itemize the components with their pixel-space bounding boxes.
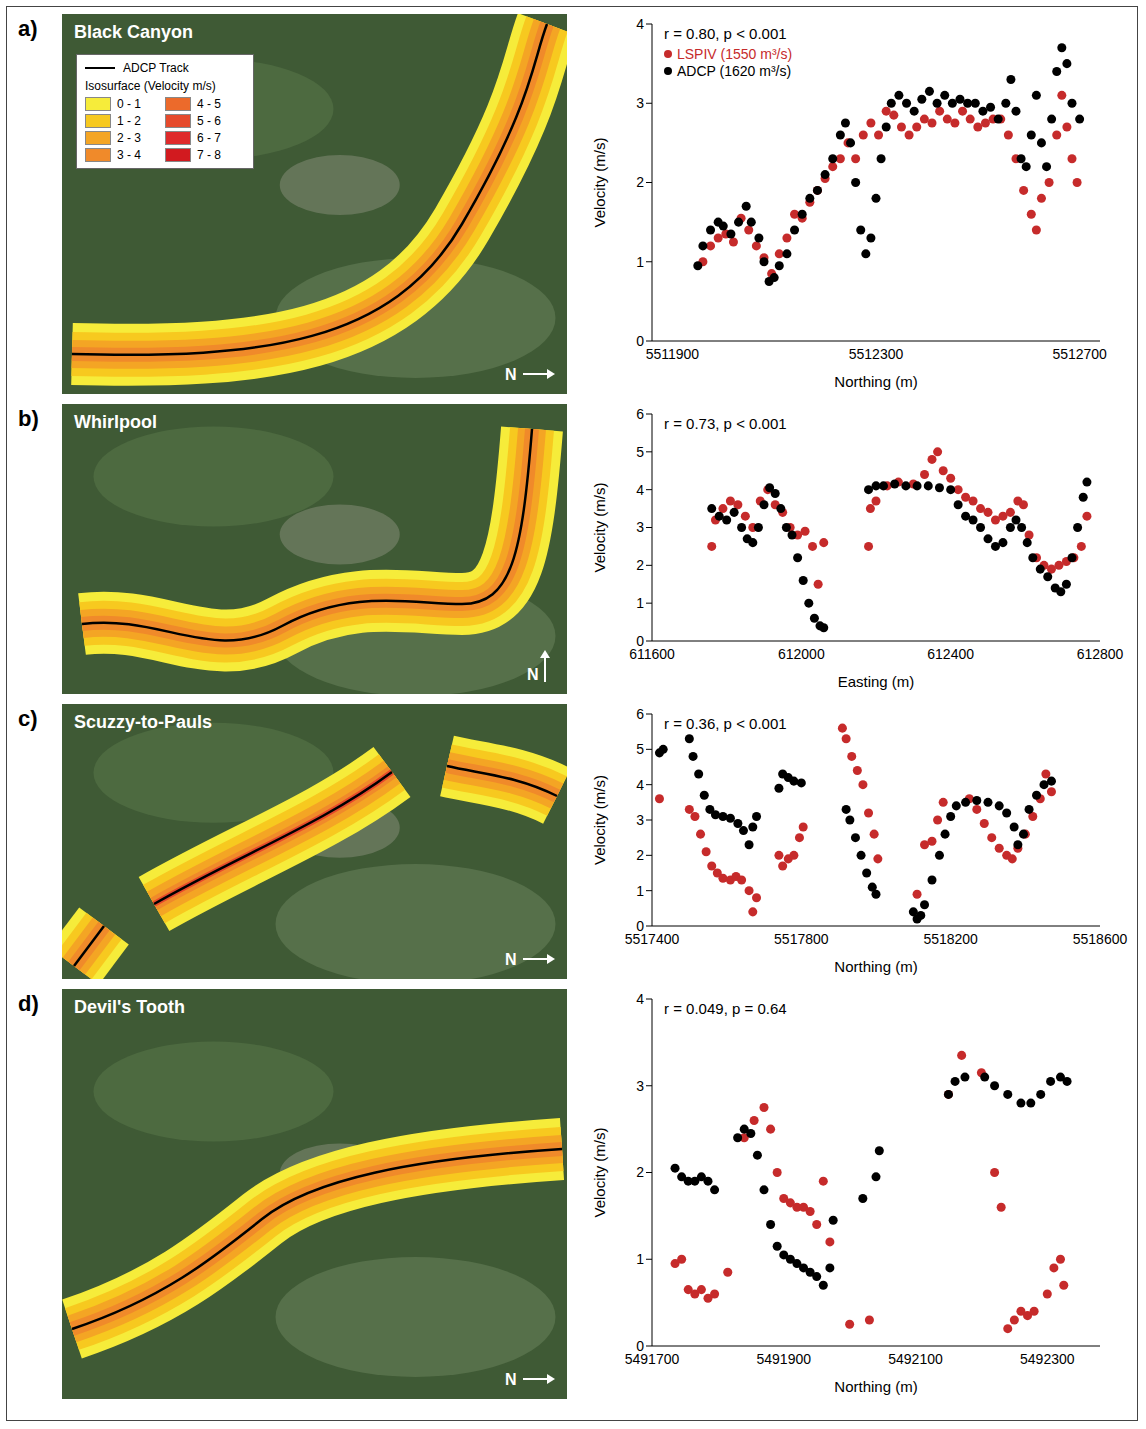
svg-text:5: 5 xyxy=(636,741,644,757)
html-text:r = 0.36, p < 0.001: r = 0.36, p < 0.001 xyxy=(664,715,787,732)
html-text:Scuzzy-to-Pauls: Scuzzy-to-Pauls xyxy=(74,712,212,732)
svg-text:3: 3 xyxy=(636,519,644,535)
html-text:r = 0.80, p < 0.001: r = 0.80, p < 0.001 xyxy=(664,25,787,42)
svg-text:612800: 612800 xyxy=(1077,646,1124,662)
html-text:Whirlpool: Whirlpool xyxy=(74,412,157,432)
svg-text:Easting (m): Easting (m) xyxy=(838,673,915,690)
svg-text:1: 1 xyxy=(636,595,644,611)
svg-text:N: N xyxy=(527,666,539,683)
svg-text:3: 3 xyxy=(636,1078,644,1094)
html-text:LSPIV (1550 m³/s): LSPIV (1550 m³/s) xyxy=(677,46,793,62)
html-text:0 - 1: 0 - 1 xyxy=(117,97,141,111)
svg-text:612400: 612400 xyxy=(927,646,974,662)
html-text:4 - 5: 4 - 5 xyxy=(197,97,221,111)
html-text:Devil's Tooth: Devil's Tooth xyxy=(74,997,185,1017)
svg-text:3: 3 xyxy=(636,95,644,111)
html-text:Black Canyon: Black Canyon xyxy=(74,22,193,42)
html-text:ADCP Track: ADCP Track xyxy=(123,61,189,75)
svg-text:6: 6 xyxy=(636,706,644,722)
html-text:r = 0.73, p < 0.001: r = 0.73, p < 0.001 xyxy=(664,415,787,432)
svg-text:Velocity (m/s): Velocity (m/s) xyxy=(591,775,608,865)
html-text:ADCP (1620 m³/s): ADCP (1620 m³/s) xyxy=(677,63,792,79)
svg-text:0: 0 xyxy=(636,633,644,649)
html-text:r = 0.049, p = 0.64: r = 0.049, p = 0.64 xyxy=(664,1000,787,1017)
svg-text:612000: 612000 xyxy=(778,646,825,662)
svg-text:Velocity (m/s): Velocity (m/s) xyxy=(591,482,608,572)
svg-text:5491700: 5491700 xyxy=(625,1351,680,1367)
svg-text:2: 2 xyxy=(636,174,644,190)
html-text:a): a) xyxy=(18,16,38,41)
html-text:5 - 6: 5 - 6 xyxy=(197,114,221,128)
svg-text:5491900: 5491900 xyxy=(757,1351,812,1367)
svg-text:4: 4 xyxy=(636,482,644,498)
html-text:1 - 2: 1 - 2 xyxy=(117,114,141,128)
svg-text:Velocity (m/s): Velocity (m/s) xyxy=(591,137,608,227)
svg-text:4: 4 xyxy=(636,16,644,32)
svg-text:5512300: 5512300 xyxy=(849,346,904,362)
svg-text:4: 4 xyxy=(636,777,644,793)
svg-text:N: N xyxy=(505,366,517,383)
svg-text:N: N xyxy=(505,951,517,968)
svg-text:5517400: 5517400 xyxy=(625,931,680,947)
svg-text:5511900: 5511900 xyxy=(646,346,700,362)
svg-text:Velocity (m/s): Velocity (m/s) xyxy=(591,1127,608,1217)
svg-text:6: 6 xyxy=(636,406,644,422)
html-text:6 - 7: 6 - 7 xyxy=(197,131,221,145)
svg-text:1: 1 xyxy=(636,254,644,270)
svg-text:1: 1 xyxy=(636,1251,644,1267)
svg-text:N: N xyxy=(505,1371,517,1388)
svg-text:2: 2 xyxy=(636,557,644,573)
svg-text:3: 3 xyxy=(636,812,644,828)
svg-text:5: 5 xyxy=(636,444,644,460)
svg-text:5518600: 5518600 xyxy=(1073,931,1128,947)
html-text:b): b) xyxy=(18,406,39,431)
svg-text:2: 2 xyxy=(636,1164,644,1180)
svg-text:2: 2 xyxy=(636,847,644,863)
svg-text:Northing (m): Northing (m) xyxy=(834,1378,917,1395)
svg-text:5492300: 5492300 xyxy=(1020,1351,1075,1367)
svg-text:0: 0 xyxy=(636,918,644,934)
html-text:7 - 8: 7 - 8 xyxy=(197,148,221,162)
svg-text:Northing (m): Northing (m) xyxy=(834,958,917,975)
svg-text:5512700: 5512700 xyxy=(1052,346,1107,362)
svg-text:0: 0 xyxy=(636,333,644,349)
svg-text:611600: 611600 xyxy=(629,645,675,662)
svg-text:0: 0 xyxy=(636,1338,644,1354)
html-text:Isosurface (Velocity m/s): Isosurface (Velocity m/s) xyxy=(85,79,216,93)
svg-text:5517800: 5517800 xyxy=(774,931,829,947)
svg-text:Northing (m): Northing (m) xyxy=(834,373,917,390)
html-text:3 - 4: 3 - 4 xyxy=(117,148,141,162)
svg-text:4: 4 xyxy=(636,991,644,1007)
svg-text:5492100: 5492100 xyxy=(888,1351,943,1367)
html-text:c): c) xyxy=(18,706,38,731)
svg-text:5518200: 5518200 xyxy=(923,931,978,947)
html-text:2 - 3: 2 - 3 xyxy=(117,131,141,145)
html-text:d): d) xyxy=(18,991,39,1016)
svg-text:1: 1 xyxy=(636,883,644,899)
